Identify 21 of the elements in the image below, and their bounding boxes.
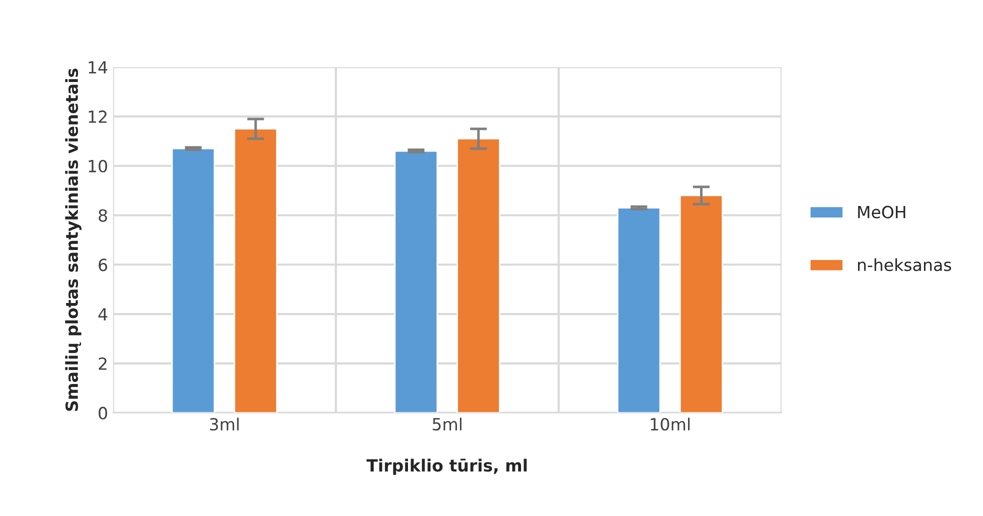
bar — [234, 128, 278, 413]
x-tick-label: 5ml — [432, 418, 462, 431]
y-tick-label: 2 — [98, 357, 107, 370]
y-tick-label: 14 — [88, 61, 108, 74]
y-tick-label: 12 — [88, 110, 107, 123]
x-axis-title: Tirpiklio tūris, ml — [366, 458, 527, 475]
legend-label: MeOH — [858, 206, 906, 218]
bar — [456, 138, 500, 413]
y-axis-title: Smailių plotas santykiniais vienetais — [65, 68, 82, 411]
bar — [171, 148, 216, 413]
y-tick-label: 0 — [98, 406, 108, 420]
legend-label: n-heksanas — [858, 258, 952, 272]
x-tick-label: 10ml — [650, 418, 690, 431]
bar — [394, 150, 438, 413]
y-tick-label: 8 — [98, 209, 108, 222]
bar — [679, 194, 724, 413]
y-tick-label: 6 — [98, 258, 108, 272]
bar — [617, 207, 661, 413]
x-tick-label: 3ml — [210, 418, 239, 431]
y-tick-label: 4 — [98, 308, 108, 320]
y-tick-label: 10 — [88, 160, 108, 172]
